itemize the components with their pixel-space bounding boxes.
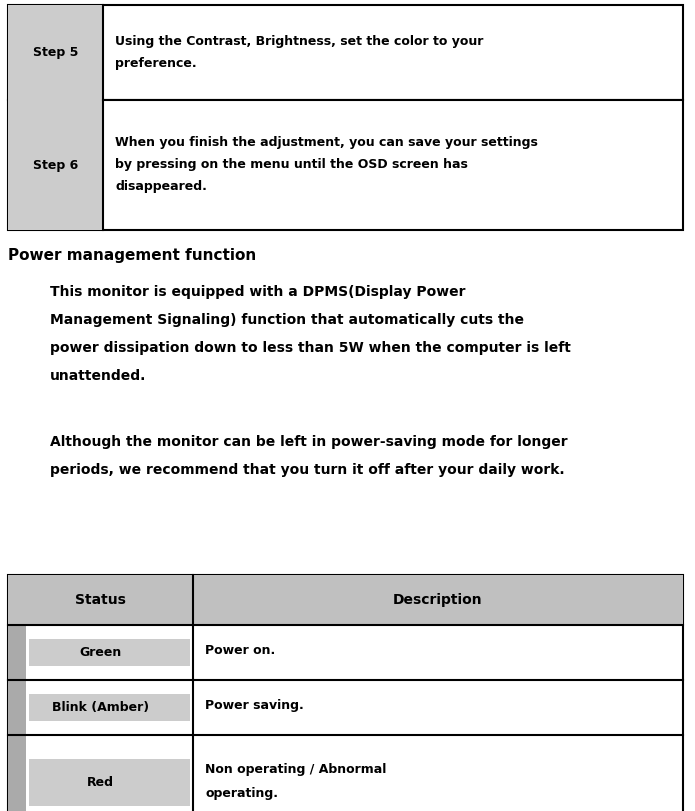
Bar bbox=[29, 759, 190, 806]
Bar bbox=[8, 5, 103, 100]
Bar bbox=[8, 575, 683, 625]
Text: by pressing on the menu until the OSD screen has: by pressing on the menu until the OSD sc… bbox=[115, 158, 468, 171]
Text: Non operating / Abnormal: Non operating / Abnormal bbox=[205, 762, 386, 775]
Text: operating.: operating. bbox=[205, 787, 278, 800]
Text: Management Signaling) function that automatically cuts the: Management Signaling) function that auto… bbox=[50, 313, 524, 327]
Bar bbox=[8, 575, 683, 811]
Text: Power on.: Power on. bbox=[205, 645, 275, 658]
Text: Using the Contrast, Brightness, set the color to your: Using the Contrast, Brightness, set the … bbox=[115, 35, 484, 48]
Text: unattended.: unattended. bbox=[50, 369, 147, 383]
Text: Green: Green bbox=[79, 646, 122, 659]
Bar bbox=[8, 735, 26, 811]
Text: Although the monitor can be left in power-saving mode for longer: Although the monitor can be left in powe… bbox=[50, 435, 568, 449]
Text: Power saving.: Power saving. bbox=[205, 700, 304, 713]
Text: periods, we recommend that you turn it off after your daily work.: periods, we recommend that you turn it o… bbox=[50, 463, 564, 477]
Text: Description: Description bbox=[393, 593, 483, 607]
Bar bbox=[8, 100, 103, 230]
Bar bbox=[8, 625, 26, 680]
Text: Step 5: Step 5 bbox=[33, 46, 78, 59]
Text: preference.: preference. bbox=[115, 57, 197, 70]
Text: Power management function: Power management function bbox=[8, 248, 256, 263]
Text: Blink (Amber): Blink (Amber) bbox=[52, 701, 149, 714]
Bar bbox=[29, 694, 190, 721]
Text: Status: Status bbox=[75, 593, 126, 607]
Bar bbox=[8, 680, 26, 735]
Text: power dissipation down to less than 5W when the computer is left: power dissipation down to less than 5W w… bbox=[50, 341, 571, 355]
Text: Step 6: Step 6 bbox=[33, 158, 78, 171]
Text: disappeared.: disappeared. bbox=[115, 180, 207, 193]
Bar bbox=[8, 5, 683, 100]
Text: This monitor is equipped with a DPMS(Display Power: This monitor is equipped with a DPMS(Dis… bbox=[50, 285, 466, 299]
Bar bbox=[29, 639, 190, 666]
Text: When you finish the adjustment, you can save your settings: When you finish the adjustment, you can … bbox=[115, 136, 538, 149]
Text: Red: Red bbox=[87, 776, 114, 789]
Bar bbox=[8, 100, 683, 230]
